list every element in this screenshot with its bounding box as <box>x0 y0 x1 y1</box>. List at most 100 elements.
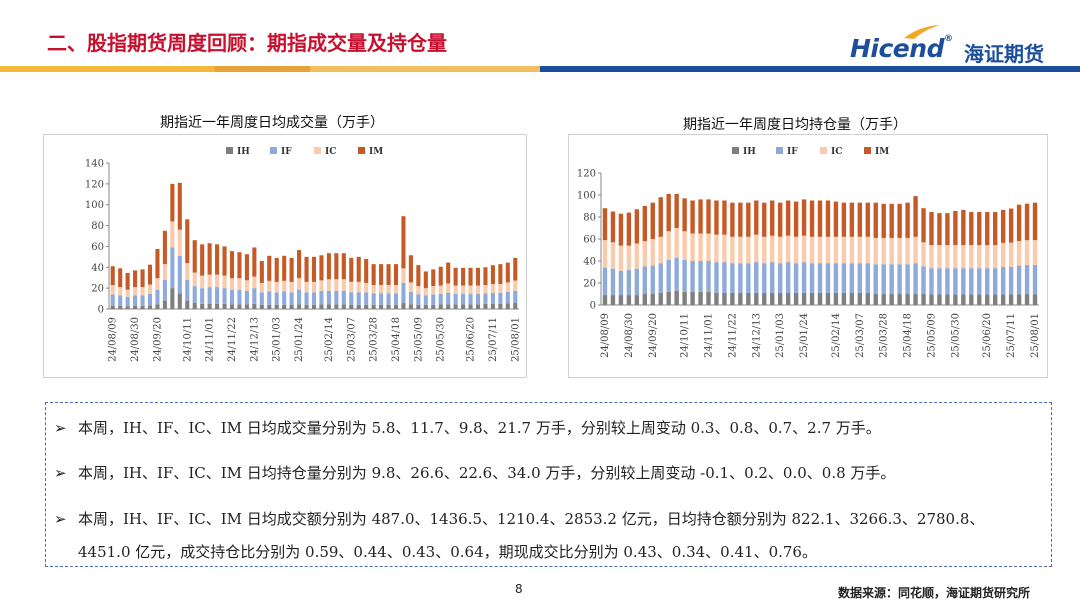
legend-swatch <box>732 147 739 154</box>
bar-ih <box>386 304 391 309</box>
bar-im <box>801 199 807 236</box>
bar-if <box>423 295 428 305</box>
bar-ic <box>244 280 249 291</box>
header-divider-bar <box>0 66 1080 72</box>
y-tick-label: 20 <box>91 284 104 295</box>
bar-if <box>453 293 458 305</box>
bar-ih <box>401 302 406 309</box>
bar-im <box>311 256 317 282</box>
bar-ic <box>177 229 182 256</box>
legend-swatch <box>820 147 827 154</box>
bar-ih <box>244 304 249 309</box>
bar-ic <box>993 245 998 269</box>
bar-ih <box>945 294 950 305</box>
bar-ic <box>626 245 632 270</box>
bar-im <box>985 212 990 246</box>
bar-ic <box>730 236 735 264</box>
bar-ih <box>513 302 518 309</box>
bar-im <box>423 271 428 289</box>
bar-ic <box>147 284 153 294</box>
bar-if <box>140 295 145 306</box>
x-tick-label: 24/09/20 <box>152 317 163 362</box>
bar-if <box>873 264 878 294</box>
bar-if <box>985 268 990 295</box>
legend-swatch <box>226 147 233 154</box>
bar-ih <box>985 294 990 305</box>
bar-ic <box>754 234 759 263</box>
logo-swoosh-icon <box>904 25 940 39</box>
bar-if <box>326 290 331 305</box>
bar-if <box>881 264 886 294</box>
bar-ic <box>969 245 974 269</box>
note-item-open-interest: ➢ 本周，IH、IF、IC、IM 日均持仓量分别为 9.8、26.6、22.6、3… <box>54 464 896 482</box>
bar-im <box>207 243 212 275</box>
bar-if <box>461 293 466 305</box>
bar-im <box>714 200 719 235</box>
bar-im <box>809 200 815 237</box>
bar-im <box>483 267 488 286</box>
bar-ic <box>1032 240 1038 265</box>
bar-if <box>746 263 751 293</box>
bar-im <box>438 266 443 286</box>
bar-im <box>618 213 624 246</box>
bar-im <box>1032 202 1038 241</box>
bar-if <box>133 295 138 306</box>
bar-im <box>841 202 847 237</box>
bar-im <box>364 258 369 283</box>
bar-if <box>222 288 227 304</box>
bar-ih <box>722 292 727 305</box>
bar-im <box>921 208 926 243</box>
bar-im <box>650 202 655 239</box>
bar-ic <box>690 233 695 261</box>
y-tick-label: 80 <box>583 213 596 224</box>
bar-ih <box>461 304 466 309</box>
y-tick-label: 120 <box>85 179 104 190</box>
bar-ic <box>453 285 458 294</box>
bar-ic <box>304 281 309 293</box>
bar-if <box>192 286 197 303</box>
bar-if <box>690 261 695 292</box>
bar-im <box>993 212 998 246</box>
bar-ic <box>356 281 361 293</box>
bar-ic <box>259 282 264 293</box>
bar-ih <box>921 294 926 305</box>
page-number: 8 <box>515 582 523 596</box>
bar-ic <box>929 245 934 269</box>
bar-ih <box>634 295 640 305</box>
bar-ic <box>229 278 235 290</box>
x-tick-label: 25/01/24 <box>799 313 810 358</box>
bar-im <box>793 201 799 237</box>
x-tick-label: 25/02/14 <box>324 317 335 362</box>
bar-ic <box>722 234 727 263</box>
bar-ih <box>714 292 719 305</box>
y-tick-label: 20 <box>583 279 596 290</box>
bar-im <box>873 202 878 238</box>
bar-im <box>319 255 324 281</box>
bar-ih <box>674 290 679 305</box>
x-tick-label: 24/10/11 <box>680 313 691 358</box>
bar-ih <box>147 305 153 309</box>
bar-ic <box>801 235 807 263</box>
bar-ic <box>738 236 743 264</box>
bar-if <box>1016 265 1022 295</box>
bar-ih <box>222 303 227 309</box>
bar-if <box>793 263 799 293</box>
bar-if <box>897 264 902 294</box>
logo-text-cn: 海证期货 <box>964 42 1044 66</box>
bar-if <box>730 263 735 293</box>
bar-im <box>738 202 743 237</box>
bar-if <box>297 289 302 305</box>
x-tick-label: 25/07/11 <box>488 317 499 362</box>
bar-ic <box>777 236 783 264</box>
bar-im <box>453 267 458 286</box>
bar-ic <box>267 280 272 292</box>
bar-if <box>267 291 272 305</box>
bar-ic <box>155 278 160 290</box>
bar-im <box>237 252 242 279</box>
bar-if <box>945 268 950 295</box>
bar-ic <box>140 287 145 296</box>
bar-ih <box>642 294 647 305</box>
x-tick-label: 25/04/18 <box>903 313 914 358</box>
legend-item-if: IF <box>270 147 292 157</box>
bar-ih <box>610 295 616 305</box>
